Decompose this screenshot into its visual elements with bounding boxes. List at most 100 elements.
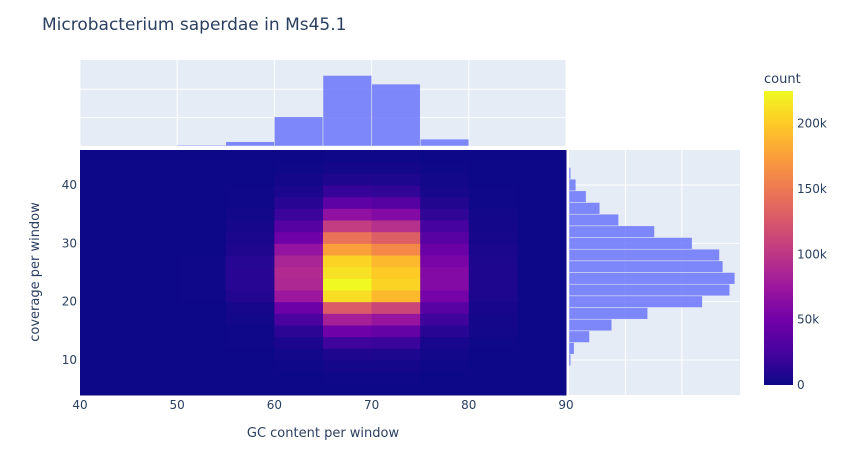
x-tick-label: 50 <box>170 398 185 412</box>
heatmap-cell <box>177 301 227 314</box>
heatmap-cell <box>177 220 227 233</box>
heatmap-cell <box>80 161 130 174</box>
heatmap-cell <box>323 243 373 256</box>
heatmap-cell <box>371 255 421 268</box>
y-tick-label: 20 <box>62 295 77 309</box>
heatmap-cell <box>128 371 178 384</box>
heatmap-cell <box>225 290 275 303</box>
heatmap-cell <box>420 371 470 384</box>
heatmap-cell <box>371 383 421 396</box>
heatmap-cell <box>225 371 275 384</box>
y-marginal-bar <box>568 330 590 343</box>
heatmap-cell <box>225 348 275 361</box>
x-marginal-histogram <box>79 60 567 147</box>
heatmap-cell <box>517 383 567 396</box>
heatmap-cell <box>420 231 470 244</box>
heatmap-cell <box>371 290 421 303</box>
heatmap-cell <box>177 255 227 268</box>
heatmap-cell <box>177 161 227 174</box>
y-marginal-bar <box>568 248 720 262</box>
heatmap-cell <box>128 220 178 233</box>
heatmap-cell <box>371 348 421 361</box>
y-marginal-bar <box>568 272 736 285</box>
heatmap-cell <box>128 255 178 268</box>
heatmap-cell <box>468 348 518 361</box>
heatmap-cell <box>274 255 324 268</box>
heatmap-cell <box>371 336 421 349</box>
heatmap-cell <box>468 290 518 303</box>
heatmap-cell <box>177 278 227 291</box>
heatmap-cell <box>225 278 275 291</box>
density-heatmap <box>80 150 567 396</box>
heatmap-cell <box>177 383 227 396</box>
heatmap-cell <box>177 150 227 163</box>
heatmap-cell <box>225 266 275 279</box>
heatmap-cell <box>323 301 373 314</box>
heatmap-cell <box>371 161 421 174</box>
heatmap-cell <box>420 278 470 291</box>
y-marginal-bar <box>568 237 693 250</box>
heatmap-cell <box>323 348 373 361</box>
heatmap-cell <box>177 243 227 256</box>
heatmap-cell <box>80 313 130 326</box>
heatmap-cell <box>177 313 227 326</box>
heatmap-cell <box>80 243 130 256</box>
y-marginal-bar <box>568 307 648 320</box>
heatmap-cell <box>468 266 518 279</box>
heatmap-cell <box>177 196 227 209</box>
heatmap-cell <box>128 348 178 361</box>
heatmap-cell <box>274 383 324 396</box>
heatmap-cell <box>80 278 130 291</box>
heatmap-cell <box>80 231 130 244</box>
heatmap-cell <box>420 360 470 373</box>
heatmap-cell <box>323 290 373 303</box>
heatmap-cell <box>371 208 421 221</box>
heatmap-cell <box>517 313 567 326</box>
heatmap-cell <box>371 360 421 373</box>
heatmap-cell <box>517 325 567 338</box>
heatmap-cell <box>128 336 178 349</box>
heatmap-cell <box>177 290 227 303</box>
heatmap-cell <box>177 371 227 384</box>
y-marginal-bar <box>568 213 619 227</box>
heatmap-cell <box>274 185 324 198</box>
heatmap-cell <box>274 278 324 291</box>
heatmap-cell <box>420 383 470 396</box>
heatmap-cell <box>420 185 470 198</box>
heatmap-cell <box>420 301 470 314</box>
colorbar-tick-label: 100k <box>797 247 827 261</box>
heatmap-cell <box>274 371 324 384</box>
heatmap-cell <box>80 290 130 303</box>
y-marginal-bar <box>568 342 575 355</box>
heatmap-cell <box>420 290 470 303</box>
heatmap-cell <box>371 196 421 209</box>
heatmap-cell <box>323 220 373 233</box>
heatmap-cell <box>517 278 567 291</box>
heatmap-cell <box>225 336 275 349</box>
heatmap-cell <box>225 231 275 244</box>
heatmap-cell <box>323 278 373 291</box>
y-marginal-bar <box>568 225 655 238</box>
heatmap-cell <box>80 383 130 396</box>
heatmap-cell <box>323 371 373 384</box>
heatmap-cell <box>128 196 178 209</box>
x-marginal-bar <box>176 144 227 147</box>
heatmap-cell <box>468 301 518 314</box>
heatmap-cell <box>371 150 421 163</box>
heatmap-cell <box>274 173 324 186</box>
heatmap-cell <box>468 313 518 326</box>
heatmap-cell <box>323 336 373 349</box>
y-axis-label: coverage per window <box>28 202 43 342</box>
heatmap-cell <box>274 301 324 314</box>
y-axis: 10 20 30 40 <box>62 178 77 367</box>
x-marginal-bar <box>225 141 275 147</box>
y-marginal-bar <box>568 190 587 203</box>
heatmap-cell <box>128 185 178 198</box>
heatmap-cell <box>517 220 567 233</box>
heatmap-cell <box>80 371 130 384</box>
heatmap-cell <box>371 220 421 233</box>
heatmap-cell <box>517 348 567 361</box>
heatmap-cell <box>323 161 373 174</box>
colorbar-tick-label: 150k <box>797 182 827 196</box>
